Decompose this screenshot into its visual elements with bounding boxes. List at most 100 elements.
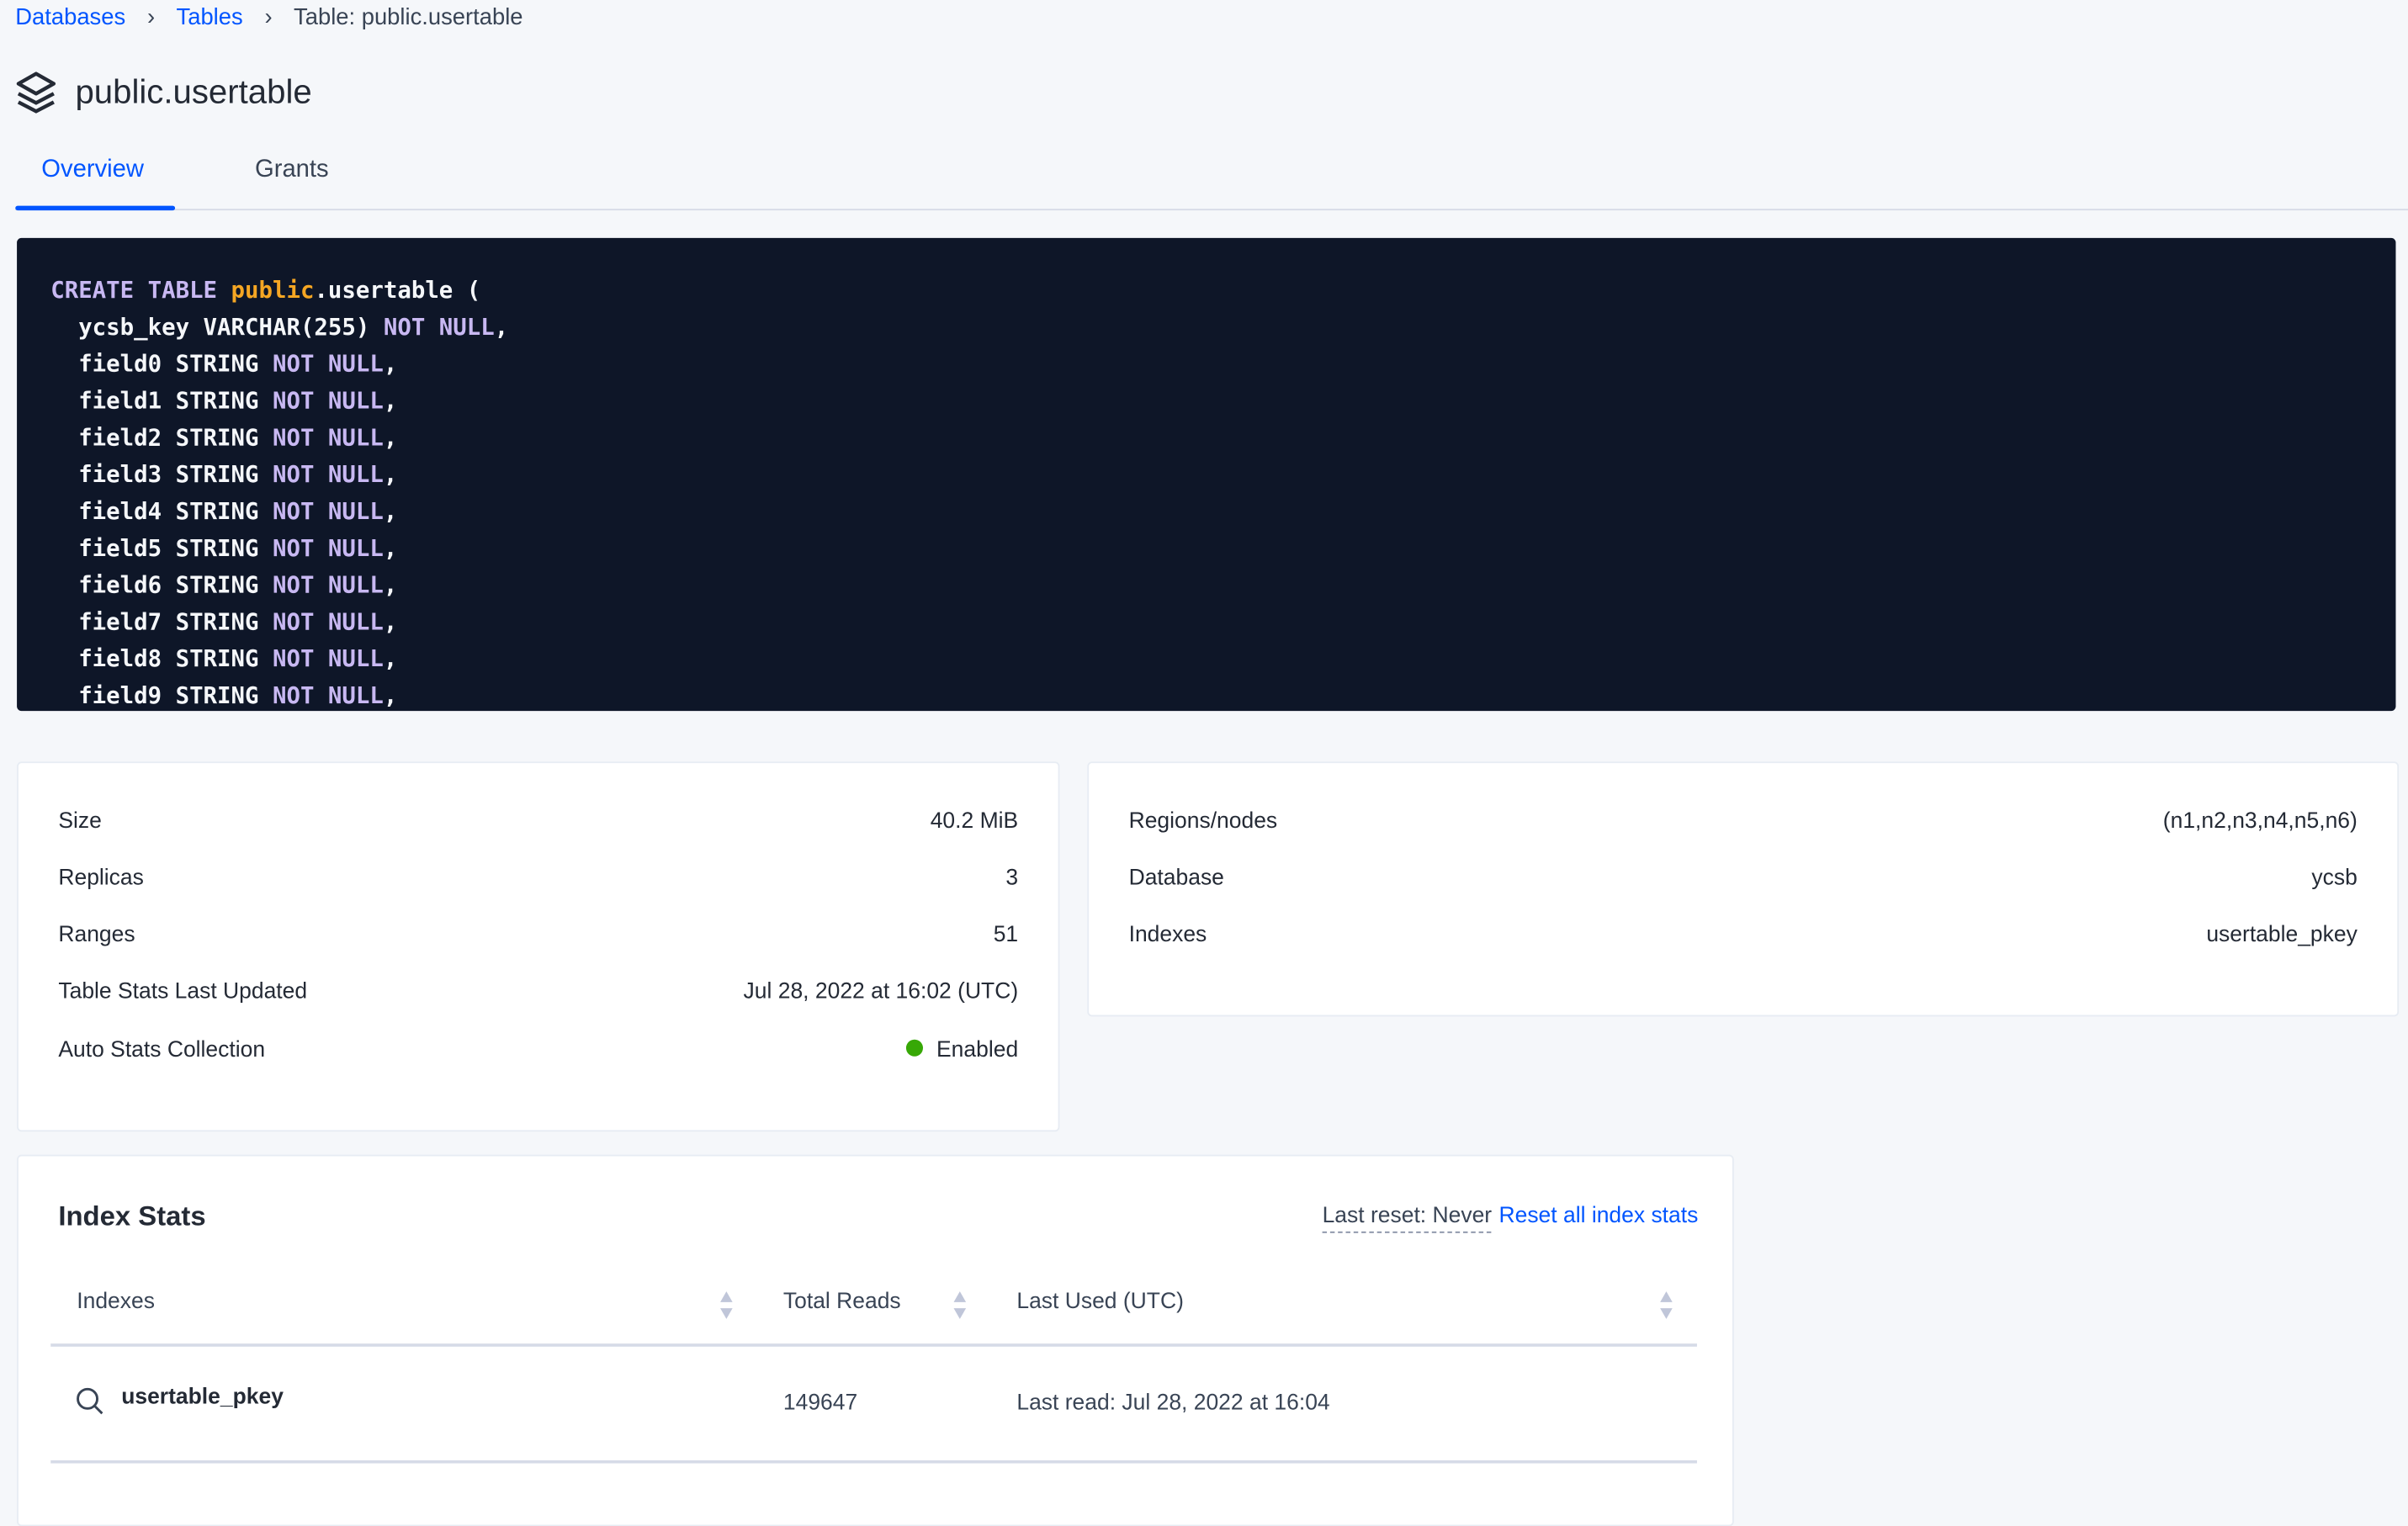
summary-value: 40.2 MiB xyxy=(931,809,1018,834)
sql-column: field3 STRING xyxy=(50,460,259,489)
summary-row: Auto Stats Collection Enabled xyxy=(58,1038,1018,1069)
summary-value-text: Jul 28, 2022 at 16:02 (UTC) xyxy=(743,979,1019,1004)
summary-value-text: (n1,n2,n3,n4,n5,n6) xyxy=(2162,808,2358,835)
sort-icon[interactable] xyxy=(953,1291,967,1319)
summary-row: Indexes usertable_pkey xyxy=(1129,923,2358,954)
summary-label: Replicas xyxy=(58,866,144,891)
tabs-divider xyxy=(15,209,2408,211)
summary-value: usertable_pkey xyxy=(2206,923,2358,947)
sql-constraint: NOT NULL xyxy=(383,313,495,342)
last-used-value: Last read: Jul 28, 2022 at 16:04 xyxy=(1016,1391,1330,1416)
sql-comma: , xyxy=(383,681,398,710)
sql-comma: , xyxy=(383,423,398,452)
index-stats-title: Index Stats xyxy=(58,1200,206,1232)
sql-constraint: NOT NULL xyxy=(272,350,384,379)
summary-row: Table Stats Last Updated Jul 28, 2022 at … xyxy=(58,980,1018,1011)
search-icon xyxy=(77,1387,103,1415)
table-row: usertable_pkey 149647 Last read: Jul 28,… xyxy=(50,1347,1697,1462)
summary-label: Size xyxy=(58,808,102,835)
sql-column: ycsb_key VARCHAR(255) xyxy=(50,313,370,342)
summary-value: ycsb xyxy=(2311,866,2357,890)
summary-value-text: ycsb xyxy=(2311,866,2358,891)
sql-comma: , xyxy=(383,350,398,379)
sql-constraint: NOT NULL xyxy=(272,681,384,710)
sql-column: field0 STRING xyxy=(50,350,259,379)
sql-column: field8 STRING xyxy=(50,644,259,673)
column-header-last-used[interactable]: Last Used (UTC) xyxy=(1016,1290,1184,1315)
summary-value-text: usertable_pkey xyxy=(2206,923,2358,948)
summary-value-text: Enabled xyxy=(936,1037,1019,1063)
summary-row: Database ycsb xyxy=(1129,866,2358,897)
page-title: public.usertable xyxy=(75,72,312,111)
summary-label: Ranges xyxy=(58,923,135,948)
sql-comma: , xyxy=(383,607,398,636)
sort-icon[interactable] xyxy=(720,1291,733,1319)
sql-column: field6 STRING xyxy=(50,571,259,599)
sql-comma: , xyxy=(383,460,398,489)
sql-comma: , xyxy=(383,571,398,599)
index-name-link[interactable]: usertable_pkey xyxy=(121,1385,284,1410)
create-statement-text: CREATE TABLE public.usertable ( ycsb_key… xyxy=(50,272,508,711)
sql-comma: , xyxy=(383,386,398,415)
summary-value-text: 40.2 MiB xyxy=(930,808,1019,835)
breadcrumb-current: Table: public.usertable xyxy=(294,4,523,31)
sql-comma: , xyxy=(383,644,398,673)
summary-label: Table Stats Last Updated xyxy=(58,979,308,1004)
sql-constraint: NOT NULL xyxy=(272,644,384,673)
table-summary-card: Size 40.2 MiB Replicas 3 Ranges 51 Table Stats… xyxy=(17,761,1060,1132)
summary-label: Regions/nodes xyxy=(1128,808,1278,835)
sql-constraint: NOT NULL xyxy=(272,460,384,489)
sql-comma: , xyxy=(383,534,398,563)
sql-constraint: NOT NULL xyxy=(272,386,384,415)
summary-row: Replicas 3 xyxy=(58,866,1018,897)
table-location-card: Regions/nodes (n1,n2,n3,n4,n5,n6) Database… xyxy=(1087,761,2400,1017)
summary-value-text: 51 xyxy=(993,923,1019,948)
tab-overview[interactable]: Overview xyxy=(41,156,145,183)
summary-row: Regions/nodes (n1,n2,n3,n4,n5,n6) xyxy=(1129,809,2358,840)
column-header-indexes[interactable]: Indexes xyxy=(77,1290,155,1315)
total-reads-value: 149647 xyxy=(782,1391,858,1416)
sql-column: field2 STRING xyxy=(50,423,259,452)
sql-table: .usertable ( xyxy=(314,276,481,305)
summary-value: Jul 28, 2022 at 16:02 (UTC) xyxy=(744,980,1019,1004)
summary-value: Enabled xyxy=(905,1037,1019,1063)
sql-constraint: NOT NULL xyxy=(272,571,384,599)
sql-column: field9 STRING xyxy=(50,681,259,710)
sql-column: field4 STRING xyxy=(50,497,259,526)
header-divider xyxy=(50,1343,1697,1347)
layers-icon xyxy=(16,72,56,114)
sql-column: field7 STRING xyxy=(50,607,259,636)
sql-schema: public xyxy=(231,276,315,305)
reset-index-stats-link[interactable]: Reset all index stats xyxy=(1498,1204,1699,1229)
sql-keyword: CREATE TABLE xyxy=(50,276,218,305)
last-reset-label[interactable]: Last reset: Never xyxy=(1322,1204,1493,1233)
summary-label: Database xyxy=(1128,866,1224,891)
summary-label: Indexes xyxy=(1128,923,1207,948)
sql-constraint: NOT NULL xyxy=(272,497,384,526)
summary-value: 51 xyxy=(994,923,1018,947)
sql-column: field1 STRING xyxy=(50,386,259,415)
tab-grants[interactable]: Grants xyxy=(254,156,329,183)
status-dot-icon xyxy=(905,1039,923,1057)
summary-value: (n1,n2,n3,n4,n5,n6) xyxy=(2163,809,2358,834)
summary-value-text: 3 xyxy=(1005,866,1019,891)
sql-comma: , xyxy=(494,313,509,342)
create-statement-block: CREATE TABLE public.usertable ( ycsb_key… xyxy=(17,237,2396,712)
sql-comma: , xyxy=(383,497,398,526)
sql-constraint: NOT NULL xyxy=(272,607,384,636)
breadcrumb: Databases › Tables › Table: public.usert… xyxy=(15,4,522,30)
summary-value: 3 xyxy=(1005,866,1018,890)
chevron-right-icon: › xyxy=(147,4,156,31)
summary-label: Auto Stats Collection xyxy=(58,1037,266,1063)
breadcrumb-tables[interactable]: Tables xyxy=(176,4,243,31)
sort-icon[interactable] xyxy=(1660,1291,1673,1319)
column-header-total-reads[interactable]: Total Reads xyxy=(782,1290,901,1315)
chevron-right-icon: › xyxy=(264,4,273,31)
index-stats-card: Index Stats Last reset: Never Reset all … xyxy=(17,1154,1734,1526)
breadcrumb-databases[interactable]: Databases xyxy=(15,4,126,31)
summary-row: Ranges 51 xyxy=(58,923,1018,954)
row-divider xyxy=(50,1460,1697,1464)
summary-row: Size 40.2 MiB xyxy=(58,809,1018,840)
sql-constraint: NOT NULL xyxy=(272,534,384,563)
active-tab-indicator xyxy=(15,205,176,211)
